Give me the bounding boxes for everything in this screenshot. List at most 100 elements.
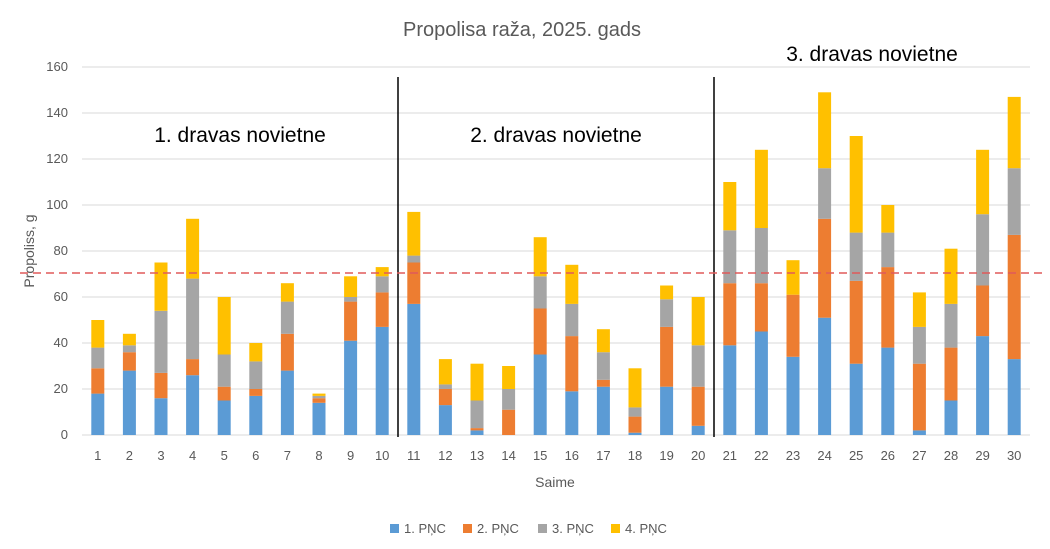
bar-segment bbox=[660, 285, 674, 300]
x-tick-label: 30 bbox=[1007, 448, 1021, 463]
x-tick-label: 14 bbox=[501, 448, 515, 463]
bar-segment bbox=[217, 297, 231, 355]
bar-segment bbox=[312, 393, 326, 396]
legend-label: 2. PŅC bbox=[477, 521, 519, 536]
bar-segment bbox=[1007, 359, 1021, 435]
bar-segment bbox=[122, 352, 136, 371]
bar-segment bbox=[154, 398, 168, 435]
bar-segment bbox=[881, 267, 895, 348]
bar-segment bbox=[438, 384, 452, 389]
legend: 1. PŅC 2. PŅC 3. PŅC 4. PŅC bbox=[390, 521, 667, 536]
x-tick-label: 19 bbox=[659, 448, 673, 463]
x-tick-label: 28 bbox=[944, 448, 958, 463]
bar-segment bbox=[249, 389, 263, 396]
bar-segment bbox=[849, 232, 863, 281]
bar-segment bbox=[944, 303, 958, 348]
bar-segment bbox=[818, 92, 832, 169]
bar-segment bbox=[786, 356, 800, 435]
x-axis-ticks: 1 2 3 4 5 6 7 8 9 10 11 12 13 14 15 16 17 18 19 20 21 22 23 24 2… bbox=[94, 448, 1021, 463]
bar-segment bbox=[628, 407, 642, 417]
bar-segment bbox=[628, 368, 642, 408]
x-tick-label: 18 bbox=[628, 448, 642, 463]
group-annotation: 1. dravas novietne bbox=[154, 124, 326, 147]
bar-segment bbox=[881, 205, 895, 233]
x-tick-label: 22 bbox=[754, 448, 768, 463]
bar-segment bbox=[818, 168, 832, 219]
bar-segment bbox=[849, 280, 863, 364]
group-annotation: 3. dravas novietne bbox=[786, 43, 958, 66]
legend-swatch bbox=[463, 524, 472, 533]
y-tick-label: 140 bbox=[46, 105, 68, 120]
bar-segment bbox=[691, 386, 705, 426]
bar-segment bbox=[691, 297, 705, 346]
x-tick-label: 24 bbox=[817, 448, 831, 463]
bar-segment bbox=[280, 283, 294, 302]
bar-segment bbox=[375, 276, 389, 293]
bar-segment bbox=[881, 232, 895, 268]
bar-segment bbox=[912, 292, 926, 327]
bar-segment bbox=[375, 267, 389, 277]
bar-segment bbox=[881, 347, 895, 435]
x-tick-label: 15 bbox=[533, 448, 547, 463]
bar-segment bbox=[691, 425, 705, 435]
bar-segment bbox=[154, 372, 168, 399]
x-tick-label: 16 bbox=[565, 448, 579, 463]
group-annotations: 1. dravas novietne 2. dravas novietne 3. d… bbox=[154, 43, 958, 147]
bar-segment bbox=[849, 363, 863, 435]
bar-segment bbox=[407, 211, 421, 256]
bar-segment bbox=[1007, 96, 1021, 169]
bar-segment bbox=[280, 370, 294, 435]
x-tick-label: 13 bbox=[470, 448, 484, 463]
bar-segment bbox=[186, 278, 200, 360]
bar-segment bbox=[723, 283, 737, 346]
x-tick-label: 7 bbox=[284, 448, 291, 463]
y-tick-label: 20 bbox=[54, 381, 68, 396]
bar-segment bbox=[344, 276, 358, 297]
x-tick-label: 1 bbox=[94, 448, 101, 463]
legend-swatch bbox=[538, 524, 547, 533]
legend-label: 4. PŅC bbox=[625, 521, 667, 536]
y-axis-label: Propoliss, g bbox=[21, 214, 37, 287]
x-tick-label: 17 bbox=[596, 448, 610, 463]
bar-segment bbox=[375, 326, 389, 435]
bar-segment bbox=[596, 329, 610, 353]
bar-segment bbox=[344, 340, 358, 435]
legend-swatch bbox=[611, 524, 620, 533]
bar-segment bbox=[533, 354, 547, 435]
x-tick-label: 5 bbox=[221, 448, 228, 463]
bar-segment bbox=[533, 276, 547, 309]
bar-segment bbox=[533, 308, 547, 355]
bar-segment bbox=[186, 359, 200, 376]
bar-segment bbox=[628, 432, 642, 435]
bar-segment bbox=[754, 283, 768, 332]
bar-segment bbox=[912, 363, 926, 431]
bar-segment bbox=[502, 409, 516, 435]
y-tick-label: 100 bbox=[46, 197, 68, 212]
bar-segment bbox=[91, 320, 105, 348]
y-tick-label: 160 bbox=[46, 59, 68, 74]
group-annotation: 2. dravas novietne bbox=[470, 124, 642, 147]
bar-segment bbox=[375, 292, 389, 327]
y-axis-ticks: 0 20 40 60 80 100 120 140 160 bbox=[46, 59, 68, 442]
chart-title: Propolisa raža, 2025. gads bbox=[403, 19, 641, 41]
x-tick-label: 23 bbox=[786, 448, 800, 463]
bar-segment bbox=[944, 400, 958, 435]
bar-segment bbox=[502, 389, 516, 410]
bar-segment bbox=[565, 264, 579, 304]
bar-segment bbox=[407, 262, 421, 304]
bar-segment bbox=[344, 301, 358, 341]
bar-series bbox=[91, 92, 1021, 435]
x-tick-label: 20 bbox=[691, 448, 705, 463]
x-tick-label: 12 bbox=[438, 448, 452, 463]
bar-segment bbox=[280, 301, 294, 334]
bar-segment bbox=[976, 336, 990, 435]
bar-segment bbox=[470, 400, 484, 429]
bar-segment bbox=[186, 375, 200, 435]
bar-segment bbox=[723, 230, 737, 284]
bar-segment bbox=[217, 386, 231, 401]
bar-segment bbox=[596, 352, 610, 380]
x-tick-label: 29 bbox=[975, 448, 989, 463]
bar-segment bbox=[122, 370, 136, 435]
bar-segment bbox=[502, 366, 516, 389]
bar-segment bbox=[660, 386, 674, 435]
